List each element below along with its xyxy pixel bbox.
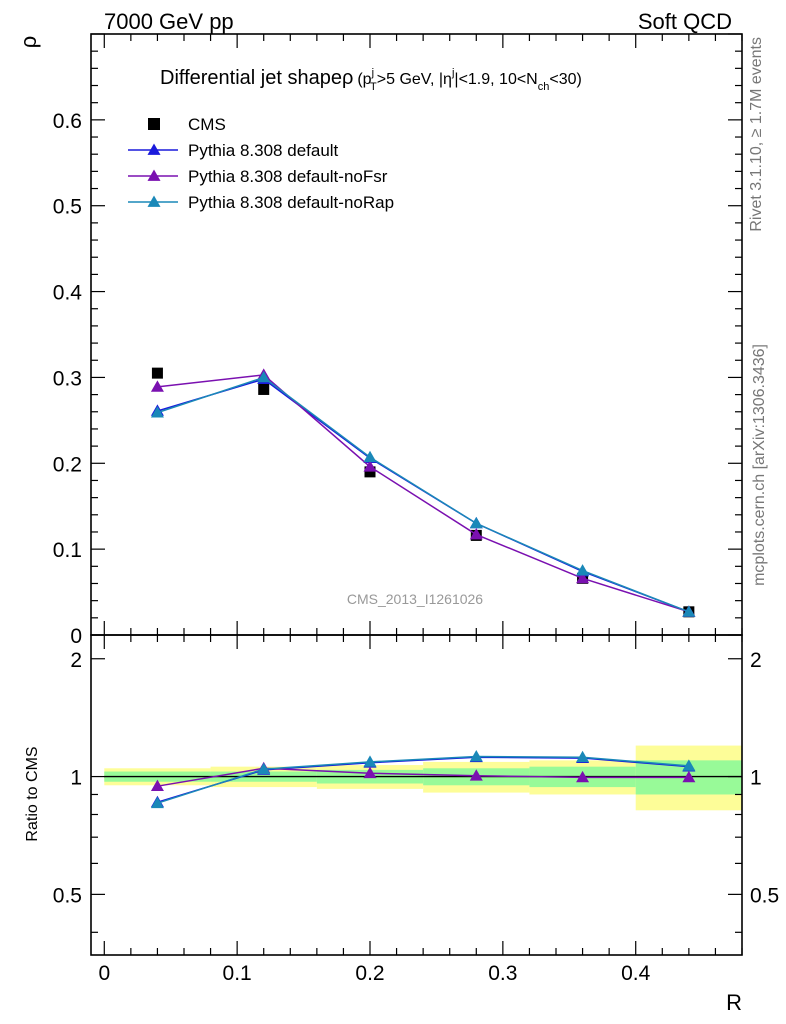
legend-label: Pythia 8.308 default-noFsr [188, 167, 388, 186]
plot-title: Differential jet shapeρ (pj T>5 GeV, |ηj|<… [160, 67, 582, 93]
x-tick-label: 0.1 [223, 962, 252, 985]
ratio-point [363, 755, 377, 767]
series-point [469, 516, 483, 529]
upper-y-tick-label: 0.3 [53, 367, 82, 390]
legend-marker-cms [148, 118, 160, 130]
upper-y-tick-label: 0.1 [53, 539, 82, 562]
ratio-y-tick-label: 1 [70, 767, 82, 790]
lower-xlabel: R [726, 990, 742, 1015]
cms-point [151, 367, 163, 379]
ratio-y-tick-label-right: 2 [750, 649, 762, 672]
series-line [157, 378, 690, 613]
header-left: 7000 GeV pp [104, 9, 234, 34]
series-point [150, 406, 164, 418]
ratio-point [682, 770, 696, 783]
upper-y-tick-label: 0.4 [53, 282, 83, 305]
legend: CMS Pythia 8.308 default Pythia 8.308 defa… [128, 115, 394, 212]
upper-series [150, 367, 696, 618]
mcplots-label: mcplots.cern.ch [arXiv:1306.3436] [751, 344, 768, 586]
ratio-y-tick-label: 2 [70, 649, 82, 672]
lower-frame [90, 634, 743, 956]
rivet-label: Rivet 3.1.10, ≥ 1.7M events [748, 37, 765, 232]
series-point [576, 571, 590, 584]
ratio-point [150, 796, 164, 809]
legend-label: Pythia 8.308 default [188, 141, 339, 160]
x-tick-label: 0.3 [488, 962, 517, 985]
ratio-point [469, 750, 483, 762]
series-point [363, 460, 377, 472]
ratio-point [363, 766, 377, 779]
upper-y-tick-label: 0.5 [53, 196, 82, 219]
ratio-y-tick-label-right: 1 [750, 767, 762, 790]
legend-marker [147, 195, 161, 207]
upper-y-tick-label: 0.2 [53, 453, 82, 476]
upper-ylabel: ρ [16, 36, 41, 49]
watermark: CMS_2013_I1261026 [347, 591, 483, 607]
series-point [363, 450, 377, 463]
series-point [469, 528, 483, 540]
axis-ticks: 0 0.1 0.2 0.3 0.4 0 0.1 0.2 0.3 0.4 0.5 0.6 0.5 0.5 1 1… [53, 33, 779, 985]
upper-y-tick-label: 0 [70, 625, 82, 648]
series-point [257, 370, 271, 383]
series-point [576, 564, 590, 576]
x-tick-label: 0 [98, 962, 110, 985]
ratio-series [150, 750, 696, 809]
series-line [157, 376, 690, 613]
legend-marker [147, 169, 161, 181]
ratio-point [469, 769, 483, 781]
x-tick-label: 0.2 [355, 962, 384, 985]
ratio-point [150, 779, 164, 792]
ratio-point [257, 762, 271, 774]
legend-label: CMS [188, 115, 226, 134]
lower-ylabel: Ratio to CMS [24, 746, 41, 841]
ratio-point [682, 759, 696, 771]
series-point [682, 605, 696, 617]
ratio-line [157, 755, 689, 804]
ratio-line [157, 767, 689, 787]
ratio-y-tick-label: 0.5 [53, 884, 82, 907]
cms-point [258, 383, 270, 395]
ratio-point [576, 750, 590, 763]
cms-point [364, 466, 376, 478]
legend-label: Pythia 8.308 default-noRap [188, 193, 394, 212]
ratio-y-tick-label-right: 0.5 [750, 884, 779, 907]
series-line [157, 374, 690, 613]
plot-title-main: Differential jet shapeρ [160, 67, 353, 89]
ratio-point [576, 770, 590, 783]
upper-y-tick-label: 0.6 [53, 110, 82, 133]
x-tick-label: 0.4 [621, 962, 651, 985]
series-point [150, 380, 164, 392]
legend-marker [147, 143, 161, 155]
header-right: Soft QCD [638, 9, 732, 34]
